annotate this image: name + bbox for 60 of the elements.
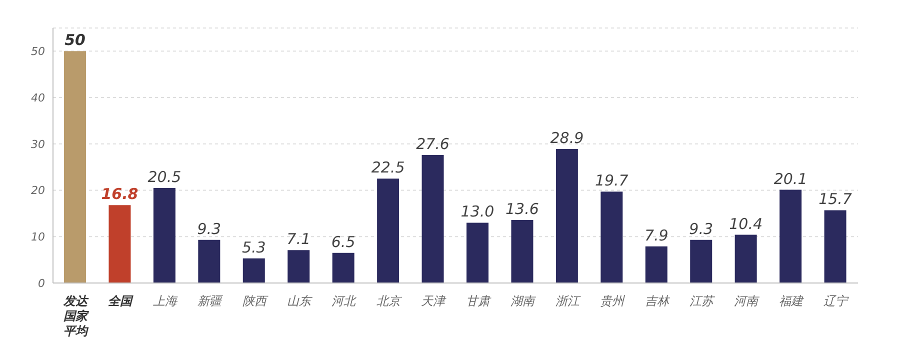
x-tick-label: 全国: [108, 294, 134, 308]
y-tick-label: 40: [31, 91, 45, 104]
data-label: 22.5: [371, 158, 405, 177]
data-label: 16.8: [101, 185, 138, 204]
x-tick-label: 天津: [421, 294, 448, 308]
bar: [153, 188, 176, 283]
y-tick-label: 50: [31, 45, 45, 58]
bar: [422, 155, 444, 283]
data-label: 50: [64, 31, 86, 50]
bar: [690, 240, 712, 283]
bar: [108, 205, 131, 283]
data-label: 13.6: [506, 200, 539, 218]
bar: [242, 258, 265, 283]
data-label: 15.7: [818, 190, 852, 208]
x-tick-label: 山东: [286, 294, 313, 308]
x-tick-label: 河南: [734, 294, 760, 308]
y-tick-label: 0: [38, 276, 45, 290]
x-tick-label: 浙江: [555, 294, 582, 308]
bar: [332, 252, 354, 283]
data-label: 13.0: [460, 202, 494, 221]
y-tick-label: 10: [31, 230, 45, 244]
x-tick-label: 吉林: [644, 294, 671, 308]
x-tick-label: 陕西: [242, 294, 268, 308]
bar: [288, 250, 310, 283]
data-label: 27.6: [416, 135, 450, 154]
bar: [600, 192, 623, 283]
y-tick-label: 30: [31, 138, 45, 151]
x-tick-label: 辽宁: [824, 294, 850, 308]
bar: [466, 222, 488, 283]
x-tick-label: 江苏: [689, 294, 716, 308]
x-tick-label: 甘肃: [466, 294, 492, 308]
bar: [734, 234, 757, 283]
x-tick-label: 新疆: [198, 294, 224, 308]
data-label: 5.3: [242, 238, 266, 256]
data-label: 19.7: [594, 172, 629, 190]
bar: [556, 149, 578, 283]
y-tick-label: 20: [31, 184, 45, 198]
x-tick-label: 福建: [778, 294, 804, 308]
data-label: 20.1: [774, 170, 808, 188]
data-label: 20.5: [148, 168, 182, 186]
data-label: 10.4: [729, 214, 763, 233]
bar: [645, 246, 668, 283]
x-tick-label: 河北: [332, 294, 358, 308]
x-tick-label: 北京: [376, 294, 402, 308]
bar: [377, 178, 400, 283]
data-label: 9.3: [197, 220, 222, 238]
x-tick-label: 贵州: [600, 294, 626, 308]
bar: [198, 240, 220, 283]
data-label: 6.5: [331, 232, 356, 251]
bar: [780, 190, 802, 283]
bar: [511, 220, 534, 283]
x-tick-label: 发达国家平均: [62, 294, 90, 338]
x-tick-label: 上海: [152, 294, 178, 308]
bar: [64, 51, 86, 283]
x-tick-label: 湖南: [510, 294, 537, 308]
data-label: 7.9: [644, 226, 668, 244]
data-label: 28.9: [550, 129, 584, 148]
data-label: 7.1: [286, 230, 311, 248]
data-label: 9.3: [689, 220, 714, 238]
bar: [824, 210, 846, 283]
